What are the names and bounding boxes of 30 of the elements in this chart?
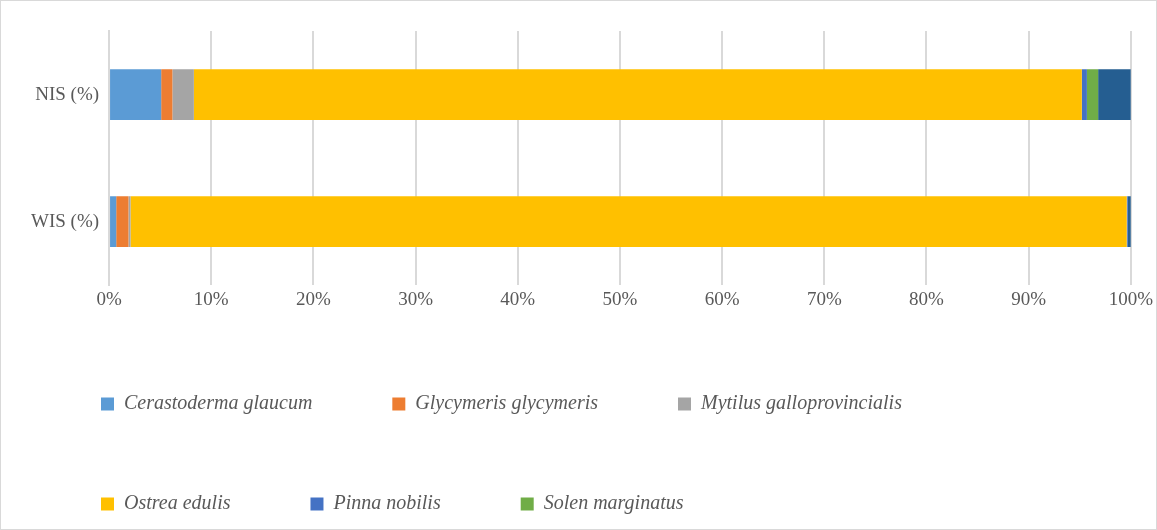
legend-label: Glycymeris glycymeris xyxy=(415,391,599,415)
y-tick-label: NIS (%) xyxy=(35,82,100,105)
x-tick-label: 30% xyxy=(398,287,434,309)
legend-label: Solen marginatus xyxy=(543,491,684,515)
x-tick-label: 50% xyxy=(602,287,638,309)
bar xyxy=(172,69,194,120)
x-tick-label: 80% xyxy=(909,287,945,309)
bar xyxy=(110,196,117,248)
x-tick-label: 10% xyxy=(193,287,229,309)
bar xyxy=(130,196,1127,248)
x-tick-label: 90% xyxy=(1011,287,1047,309)
x-tick-label: 40% xyxy=(500,287,536,309)
y-tick-label: WIS (%) xyxy=(31,209,100,232)
legend-label: Mytilus galloprovincialis xyxy=(700,391,903,415)
bar xyxy=(116,196,129,248)
x-tick-label: 70% xyxy=(806,287,842,309)
bar xyxy=(110,69,162,120)
bar xyxy=(161,69,173,120)
bar xyxy=(193,69,1082,120)
legend-label: Ostrea edulis xyxy=(124,491,231,514)
x-tick-label: 0% xyxy=(96,287,122,309)
bar xyxy=(1086,69,1099,120)
legend-label: Pinna nobilis xyxy=(332,491,441,514)
bar xyxy=(1098,69,1131,120)
bar xyxy=(128,196,131,248)
x-tick-label: 60% xyxy=(704,287,740,309)
x-tick-label: 100% xyxy=(1108,287,1154,309)
legend-label: Cerastoderma glaucum xyxy=(124,391,313,415)
bar xyxy=(1081,69,1087,120)
x-tick-label: 20% xyxy=(296,287,331,309)
